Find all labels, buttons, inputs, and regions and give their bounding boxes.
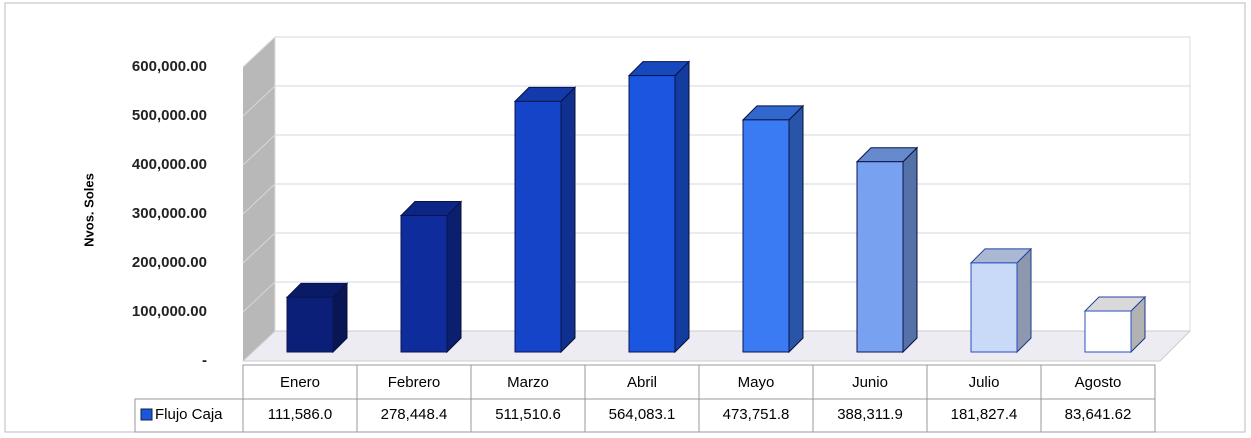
grid-line-side [242,85,276,117]
y-tick-label: 100,000.00 [132,303,207,320]
value-label: 181,827.4 [951,406,1018,423]
y-tick-label: 500,000.00 [132,107,207,124]
x-tick-label: Abril [627,374,657,391]
bar [856,161,904,353]
bar-side [1016,247,1032,354]
floor [241,330,1192,362]
y-tick-label: 400,000.00 [132,156,207,173]
x-tick-label: Marzo [507,374,549,391]
bar [514,100,562,353]
x-tick-label: Mayo [738,374,775,391]
bar-side [560,86,576,354]
value-label: 564,083.1 [609,406,676,423]
value-label: 511,510.6 [495,406,561,423]
x-tick-label: Febrero [388,374,441,391]
x-tick-label: Julio [969,374,1000,391]
value-label: 83,641.62 [1065,406,1132,423]
y-tick-label: 300,000.00 [132,205,207,222]
bar [1084,310,1132,353]
y-tick-label: 200,000.00 [132,254,207,271]
x-tick-label: Agosto [1075,374,1122,391]
grid-line-side [242,281,276,313]
bar-side [674,60,690,354]
y-tick-label: - [202,352,207,369]
grid-line-side [242,183,276,215]
value-label: 388,311.9 [837,406,903,423]
bar [742,119,790,353]
legend-label: Flujo Caja [155,406,223,423]
legend-cell [134,398,244,433]
bar [286,296,334,353]
x-tick-label: Enero [280,374,320,391]
x-tick-label: Junio [852,374,888,391]
bar-side [788,104,804,354]
grid-line-side [242,134,276,166]
bar [970,262,1018,353]
legend-swatch [140,408,153,421]
y-axis-label: Nvos. Soles [81,173,96,247]
value-label: 473,751.8 [723,406,790,423]
bar-side [902,146,918,354]
value-label: 111,586.0 [268,406,333,423]
bar [628,75,676,353]
bar [400,215,448,353]
grid-line-side [242,36,276,68]
value-label: 278,448.4 [381,406,448,423]
y-tick-label: 600,000.00 [132,58,207,75]
bar-side [446,200,462,354]
grid-line-side [242,232,276,264]
